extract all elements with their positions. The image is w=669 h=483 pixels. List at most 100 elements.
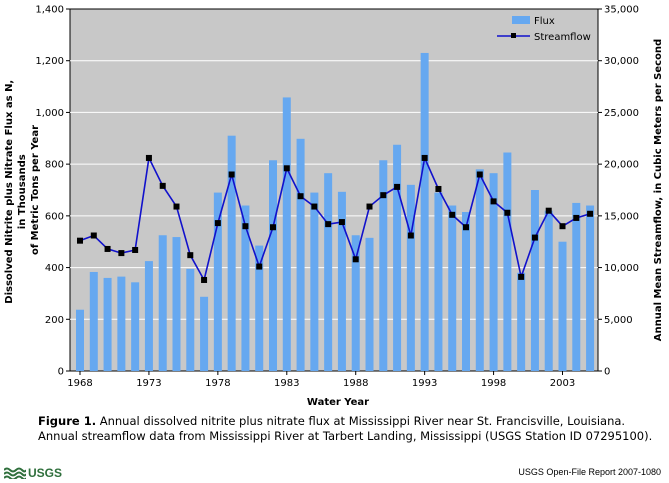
x-tick-label: 1998	[481, 378, 506, 389]
flux-bar-1991	[393, 144, 402, 371]
right-tick-label: 15,000	[604, 211, 639, 222]
flux-bar-1987	[337, 191, 346, 371]
flux-bar-1995	[448, 205, 457, 371]
left-tick-label: 600	[45, 211, 64, 222]
streamflow-point-1987	[338, 219, 345, 226]
right-tick-label: 20,000	[604, 160, 639, 171]
left-tick-label: 200	[45, 315, 64, 326]
left-tick-label: 400	[45, 263, 64, 274]
flux-bars	[76, 52, 595, 372]
legend: Flux Streamflow	[497, 16, 591, 43]
streamflow-point-1982	[270, 224, 276, 231]
flux-bar-1992	[406, 184, 415, 371]
flux-bar-2002	[544, 210, 553, 371]
usgs-wave-icon	[4, 467, 26, 479]
right-tick-label: 25,000	[604, 108, 639, 119]
flux-bar-1972	[131, 282, 140, 371]
left-tick-label: 0	[58, 367, 64, 378]
right-axis-title: Annual Mean Streamflow, in Cubic Meters …	[653, 39, 664, 341]
flux-bar-1999	[503, 152, 512, 371]
flux-bar-2003	[558, 241, 567, 371]
streamflow-point-1983	[283, 165, 290, 172]
flux-bar-2005	[586, 205, 595, 371]
left-tick-label: 800	[45, 160, 64, 171]
x-tick-label: 1983	[274, 378, 299, 389]
flux-bar-1979	[227, 135, 236, 371]
streamflow-line	[77, 154, 594, 283]
flux-bar-1983	[282, 97, 291, 372]
streamflow-point-1986	[325, 221, 332, 228]
streamflow-point-1970	[104, 245, 111, 252]
right-tick-label: 0	[604, 367, 610, 378]
right-tick-label: 10,000	[604, 263, 639, 274]
flux-bar-1998	[489, 173, 498, 371]
left-tick-label: 1,000	[35, 108, 64, 119]
streamflow-point-1973	[145, 154, 152, 161]
flux-bar-2004	[572, 202, 581, 371]
flux-bar-1974	[158, 235, 167, 371]
flux-bar-1978	[213, 192, 222, 371]
x-tick-label: 1973	[136, 378, 161, 389]
streamflow-point-2005	[587, 210, 594, 217]
streamflow-point-1999	[504, 209, 511, 216]
streamflow-point-1993	[421, 154, 428, 161]
flux-bar-1980	[241, 205, 250, 371]
usgs-logo-text: USGS	[28, 466, 63, 480]
flux-bar-1970	[103, 277, 112, 371]
flux-bar-1973	[144, 261, 153, 371]
right-tick-label: 5,000	[604, 315, 633, 326]
streamflow-point-1988	[352, 256, 359, 263]
legend-streamflow-marker	[511, 33, 516, 38]
streamflow-point-1990	[380, 192, 387, 199]
legend-streamflow-label: Streamflow	[534, 32, 591, 43]
x-tick-label: 1978	[205, 378, 230, 389]
streamflow-point-1974	[159, 182, 166, 189]
left-axis-title: Dissolved Nitrite plus Nitrate Flux as N…	[4, 76, 41, 303]
streamflow-point-1975	[173, 203, 180, 210]
figure-caption: Figure 1. Annual dissolved nitrite plus …	[38, 414, 658, 444]
x-tick-label: 1993	[412, 378, 437, 389]
streamflow-point-1969	[90, 232, 97, 239]
streamflow-point-1985	[311, 203, 318, 210]
x-tick-label: 2003	[550, 378, 575, 389]
flux-bar-2000	[517, 272, 526, 371]
x-tick-label: 1968	[67, 378, 92, 389]
flux-bar-1990	[379, 160, 388, 371]
flux-bar-2001	[530, 190, 539, 371]
flux-bar-1984	[296, 138, 305, 371]
flux-bar-1994	[434, 192, 443, 371]
chart: 0 200 400 600 800 1,000 1,200 1,400 0 5,000 10,000…	[4, 5, 664, 409]
flux-bar-1993	[420, 52, 429, 372]
streamflow-point-1998	[490, 198, 497, 205]
flux-bar-1982	[269, 160, 277, 371]
caption-label: Figure 1.	[38, 414, 97, 428]
caption-text: Annual dissolved nitrite plus nitrate fl…	[38, 414, 653, 443]
streamflow-point-2004	[573, 214, 580, 221]
streamflow-point-1981	[256, 263, 263, 270]
flux-bar-1988	[351, 235, 360, 371]
left-tick-label: 1,200	[35, 56, 64, 67]
x-axis-title: Water Year	[307, 397, 369, 408]
streamflow-point-1994	[435, 185, 442, 192]
flux-bar-1986	[324, 173, 333, 371]
streamflow-point-1992	[407, 232, 414, 239]
streamflow-point-1984	[297, 193, 304, 200]
right-tick-label: 35,000	[604, 5, 639, 16]
flux-bar-1996	[462, 211, 471, 371]
streamflow-point-1979	[228, 171, 235, 178]
streamflow-point-1997	[476, 171, 483, 178]
flux-bar-1977	[200, 296, 209, 371]
flux-bar-1997	[475, 169, 484, 371]
left-tick-label: 1,400	[35, 5, 64, 16]
legend-flux-label: Flux	[534, 16, 555, 27]
streamflow-point-1976	[187, 252, 194, 259]
report-number: USGS Open-File Report 2007-1080	[518, 467, 661, 477]
flux-bar-1989	[365, 237, 374, 371]
flux-bar-1968	[76, 309, 84, 371]
flux-bar-1975	[172, 237, 181, 371]
streamflow-point-2002	[545, 207, 552, 214]
streamflow-point-1968	[77, 237, 83, 244]
flux-bar-1971	[117, 276, 126, 371]
streamflow-point-2003	[559, 223, 566, 230]
flux-bar-1985	[310, 192, 319, 371]
